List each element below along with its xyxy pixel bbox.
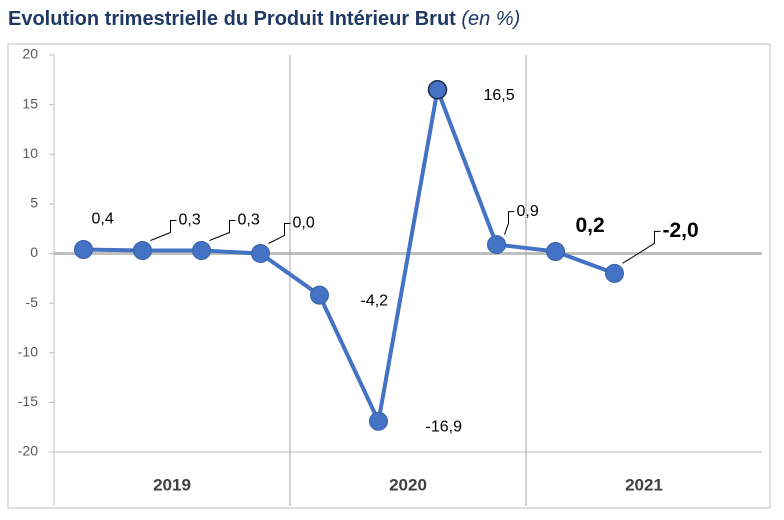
chart-frame [7, 43, 771, 509]
y-tick-label: -5 [26, 294, 39, 310]
x-group-label: 2020 [389, 475, 427, 494]
label-leader [504, 211, 515, 235]
chart-title: Evolution trimestrielle du Produit Intér… [8, 8, 520, 30]
series-line [83, 87, 616, 424]
label-leader [209, 220, 236, 241]
point-marker [310, 285, 329, 305]
point-marker [133, 241, 152, 261]
point-marker [427, 79, 448, 100]
data-label: 0,4 [92, 211, 114, 228]
y-tick-label: 5 [30, 195, 38, 211]
data-label: 16,5 [484, 87, 515, 104]
data-label: 0,0 [293, 215, 315, 232]
point-marker [74, 240, 93, 260]
label-leader [268, 223, 291, 244]
data-label: -2,0 [663, 219, 699, 242]
point-marker [546, 242, 565, 262]
y-tick-label: 20 [22, 46, 38, 62]
data-label: 0,9 [517, 203, 539, 220]
data-label: 0,2 [576, 214, 605, 237]
title-text: Evolution trimestrielle du Produit Intér… [8, 8, 456, 30]
y-tick-label: 15 [22, 95, 38, 111]
data-label: 0,3 [179, 212, 201, 229]
point-marker [487, 235, 506, 255]
x-group-label: 2021 [625, 475, 663, 494]
data-label: 0,3 [238, 212, 260, 229]
label-leader [622, 230, 661, 264]
y-tick-label: 0 [30, 244, 38, 260]
y-tick-label: -10 [18, 343, 38, 359]
data-label: -4,2 [361, 292, 389, 309]
point-marker [192, 241, 211, 261]
x-group-label: 2019 [153, 475, 191, 494]
point-marker [605, 263, 624, 283]
point-marker [251, 244, 270, 263]
y-tick-label: 10 [22, 145, 38, 161]
data-label: -16,9 [426, 418, 463, 435]
title-suffix: (en %) [461, 8, 520, 30]
y-tick-label: -15 [18, 393, 38, 409]
point-marker [369, 411, 388, 431]
y-tick-label: -20 [18, 443, 38, 459]
label-leader [150, 220, 177, 241]
